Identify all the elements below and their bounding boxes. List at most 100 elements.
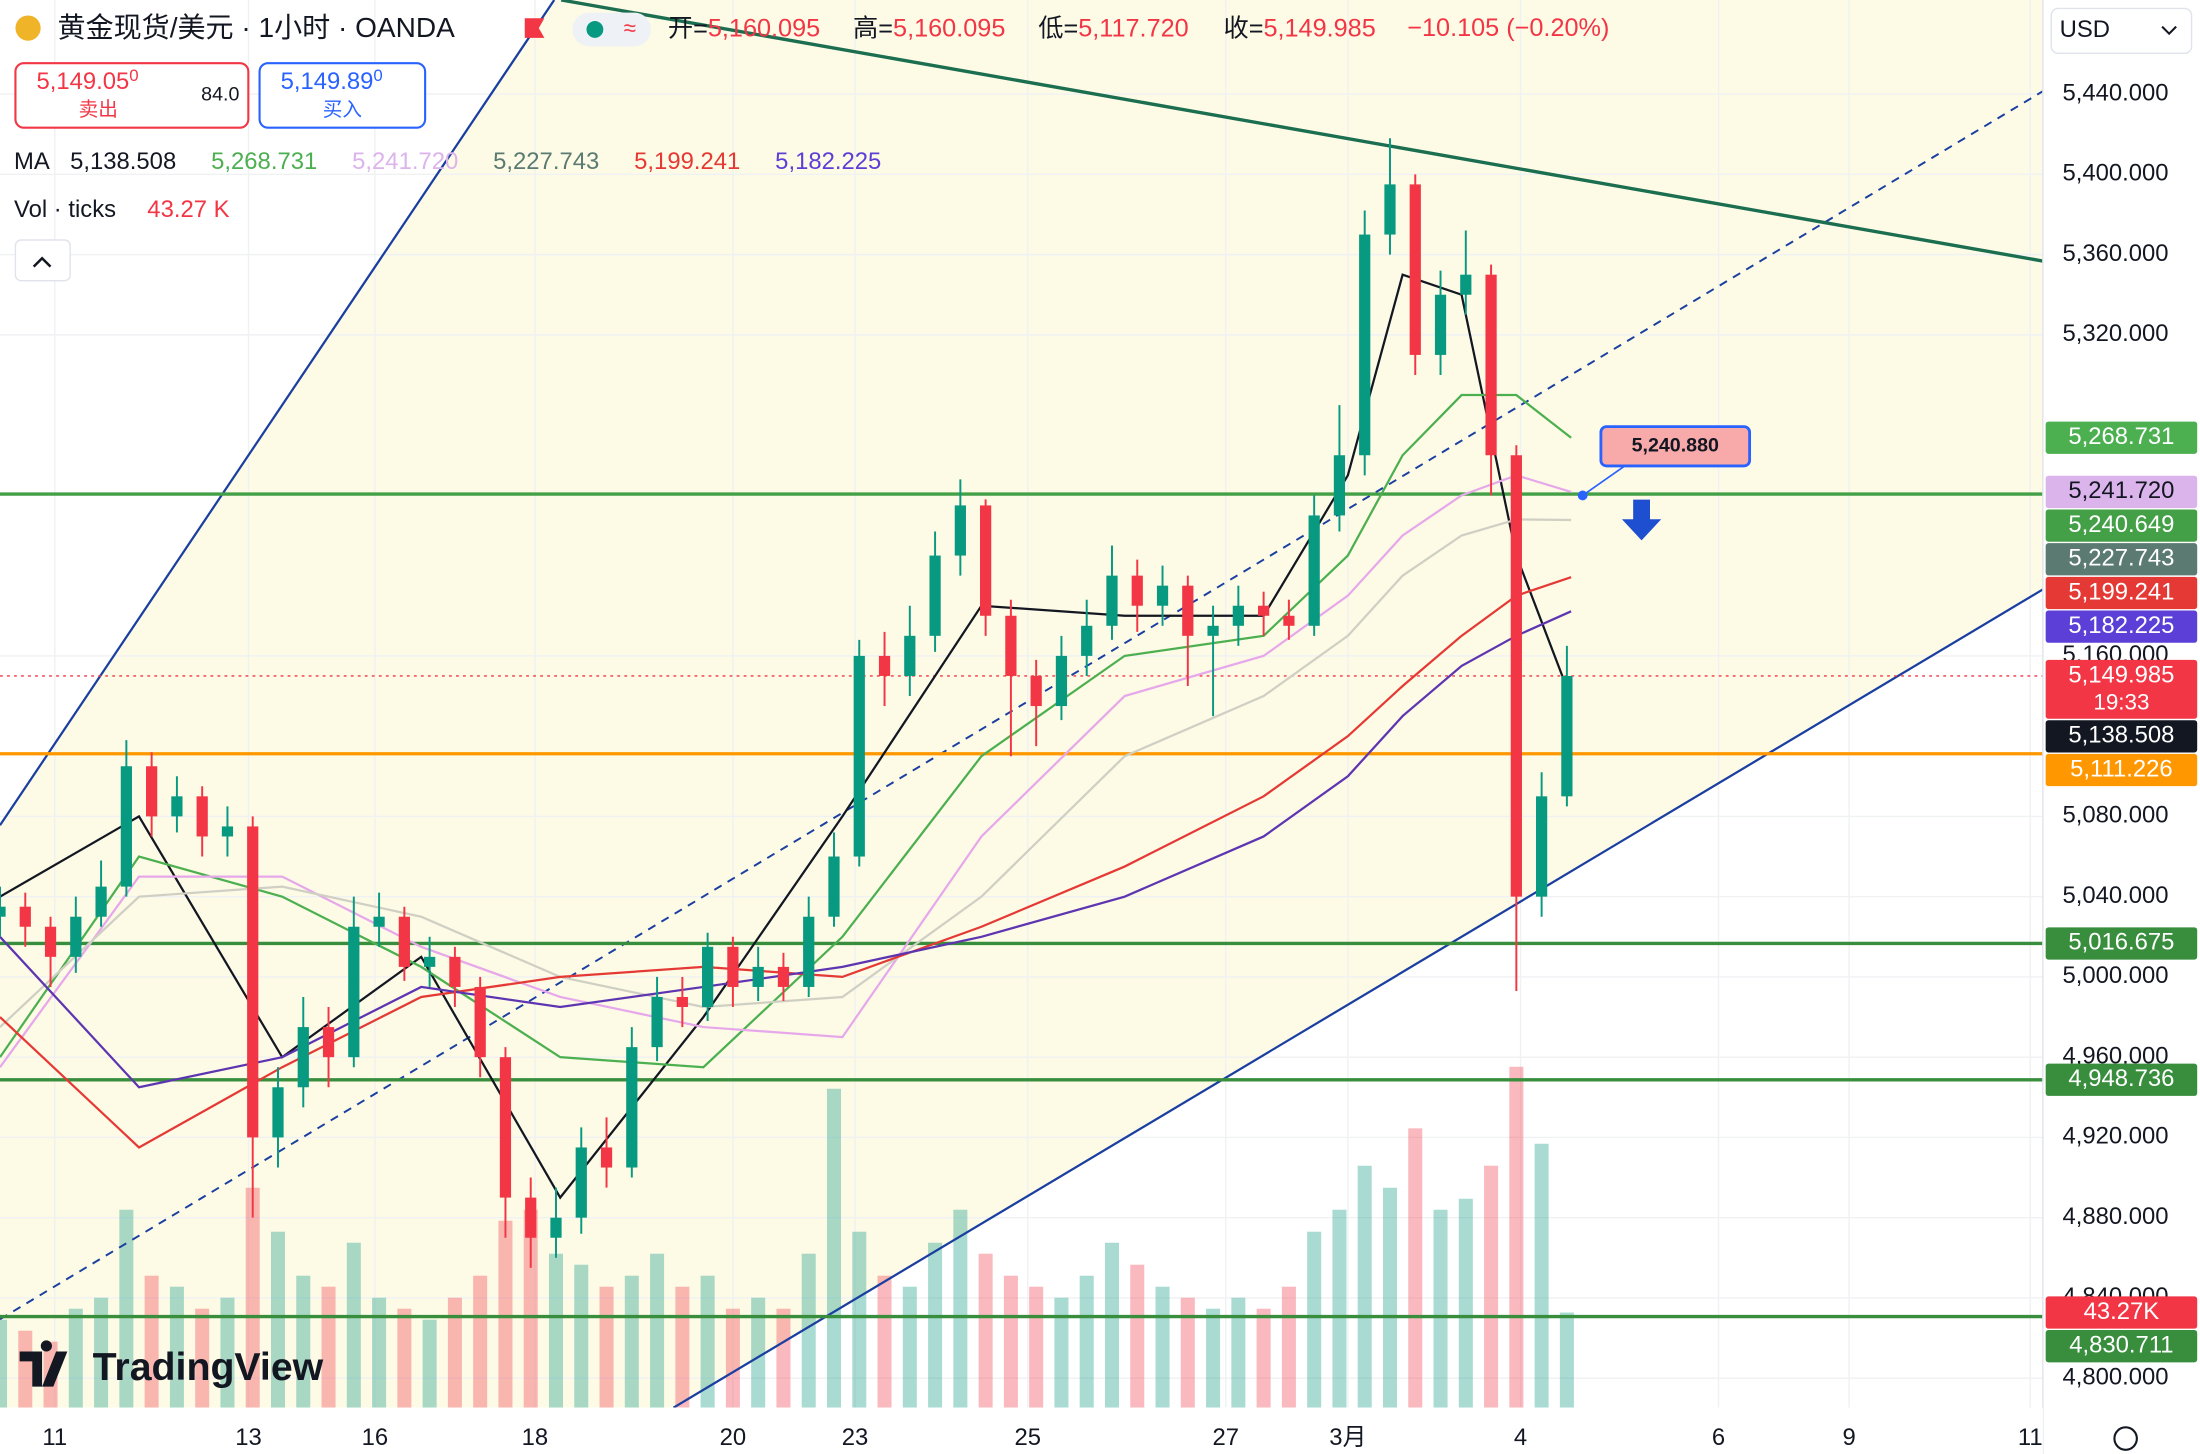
volume-bar — [1054, 1297, 1069, 1408]
currency-button[interactable] — [2050, 7, 2193, 55]
volume-bar — [1408, 1128, 1423, 1408]
ma-value: 5,227.743 — [493, 148, 599, 175]
buy-button[interactable] — [258, 62, 427, 129]
sell-label[interactable]: 卖出 — [79, 99, 118, 121]
y-tick-label: 5,080.000 — [2063, 802, 2169, 829]
spread: 84.0 — [201, 84, 239, 106]
volume-bar — [700, 1275, 715, 1408]
ma-line — [0, 474, 1572, 1068]
candle-body — [929, 555, 941, 636]
candle-body — [1283, 615, 1295, 626]
price-badge — [2045, 753, 2198, 787]
candle-body — [828, 856, 840, 917]
volume-bar — [1281, 1286, 1296, 1408]
price-badge-label: 4,830.711 — [2069, 1331, 2173, 1358]
price-badge — [2045, 659, 2198, 719]
candle-body — [1510, 455, 1522, 897]
symbol-title: 黄金现货/美元 · 1小时 · OANDA — [58, 12, 456, 43]
volume-bar — [902, 1286, 917, 1408]
volume-bar — [776, 1308, 791, 1408]
currency-caret — [2161, 25, 2177, 36]
sell-price[interactable]: 5,149.050 — [36, 67, 138, 95]
candle-body — [398, 916, 410, 967]
ohlc-label: 开= — [668, 14, 708, 42]
volume-bar — [1332, 1209, 1347, 1408]
volume-bar — [1231, 1297, 1246, 1408]
candle-body — [600, 1147, 613, 1168]
price-badge — [2045, 509, 2198, 542]
watermark: TradingView — [93, 1345, 324, 1389]
candles — [0, 138, 1573, 1268]
candle-body — [196, 796, 208, 837]
sell-price-sup: 0 — [129, 67, 138, 86]
vol-label: Vol · ticks — [14, 196, 116, 223]
candle-body — [449, 956, 461, 987]
volume-bar — [447, 1297, 462, 1408]
volume-bar — [119, 1209, 134, 1408]
x-tick-label: 11 — [42, 1424, 67, 1451]
volume-bar — [953, 1209, 968, 1408]
volume-bar — [599, 1286, 614, 1408]
candle-body — [322, 1027, 335, 1058]
candle-body — [954, 505, 966, 556]
candle-body — [1409, 184, 1421, 355]
y-tick-label: 4,880.000 — [2063, 1203, 2169, 1230]
candle-body — [651, 996, 663, 1048]
volume-bar — [1509, 1066, 1524, 1408]
settings-icon[interactable] — [2113, 1426, 2138, 1451]
volume-bar — [650, 1253, 665, 1408]
ohlc-item: 开=5,160.095 — [668, 14, 820, 42]
x-tick-label: 27 — [1212, 1424, 1239, 1451]
callout-pointer — [1582, 465, 1626, 497]
price-badge — [2045, 1296, 2198, 1329]
ma-line — [0, 393, 1572, 1069]
drawings — [0, 0, 2043, 1408]
ma-label: MA — [14, 148, 50, 175]
candle-body — [221, 826, 234, 837]
price-badge-label: 43.27K — [2084, 1298, 2160, 1325]
volume-bar — [321, 1286, 336, 1408]
buy-price-sup: 0 — [373, 67, 382, 86]
price-badge-label: 5,268.731 — [2068, 423, 2174, 450]
ohlc-item: 低=5,117.720 — [1038, 14, 1188, 42]
ma-value: 5,241.720 — [352, 148, 458, 175]
candle-body — [1258, 605, 1270, 616]
candle-body — [1232, 605, 1244, 626]
candle-body — [348, 926, 360, 1058]
candle-body — [777, 966, 790, 987]
buy-price[interactable]: 5,149.890 — [281, 67, 383, 95]
candle-body — [0, 906, 6, 917]
candle-body — [1561, 675, 1573, 797]
candle-body — [752, 966, 764, 987]
candle-body — [1460, 274, 1472, 295]
volume-bar — [1307, 1231, 1322, 1408]
sell-price-main: 5,149.05 — [36, 68, 129, 95]
candle-body — [1308, 515, 1320, 626]
candle-body — [1384, 184, 1396, 235]
price-badge-label: 5,016.675 — [2068, 929, 2174, 956]
flag-icon — [524, 18, 545, 38]
sell-button[interactable] — [14, 62, 250, 129]
candle-body — [702, 946, 714, 1008]
volume-bar — [1382, 1187, 1398, 1408]
candle-body — [575, 1147, 587, 1218]
price-badge — [2045, 421, 2198, 454]
price-badge-label: 5,149.985 — [2068, 661, 2174, 688]
volume-bar — [1206, 1308, 1221, 1408]
buy-label[interactable]: 买入 — [323, 99, 362, 121]
ma-line — [0, 518, 1572, 1028]
candle-body — [1156, 585, 1169, 606]
price-badge-label: 5,111.226 — [2070, 755, 2173, 782]
volume-bar — [94, 1297, 109, 1408]
price-badge — [2045, 576, 2198, 610]
ohlc: 开=5,160.095 高=5,160.095 低=5,117.720 收=5,149… — [668, 14, 1376, 42]
price-badge-label: 5,227.743 — [2068, 545, 2174, 572]
volume-bar — [1484, 1165, 1499, 1408]
x-tick-label: 9 — [1842, 1424, 1855, 1451]
price-badge-label: 5,241.720 — [2068, 477, 2174, 504]
price-badge — [2045, 927, 2198, 960]
price-badge-countdown: 19:33 — [2093, 689, 2149, 714]
price-badge — [2045, 543, 2198, 576]
currency[interactable]: USD — [2060, 16, 2110, 43]
